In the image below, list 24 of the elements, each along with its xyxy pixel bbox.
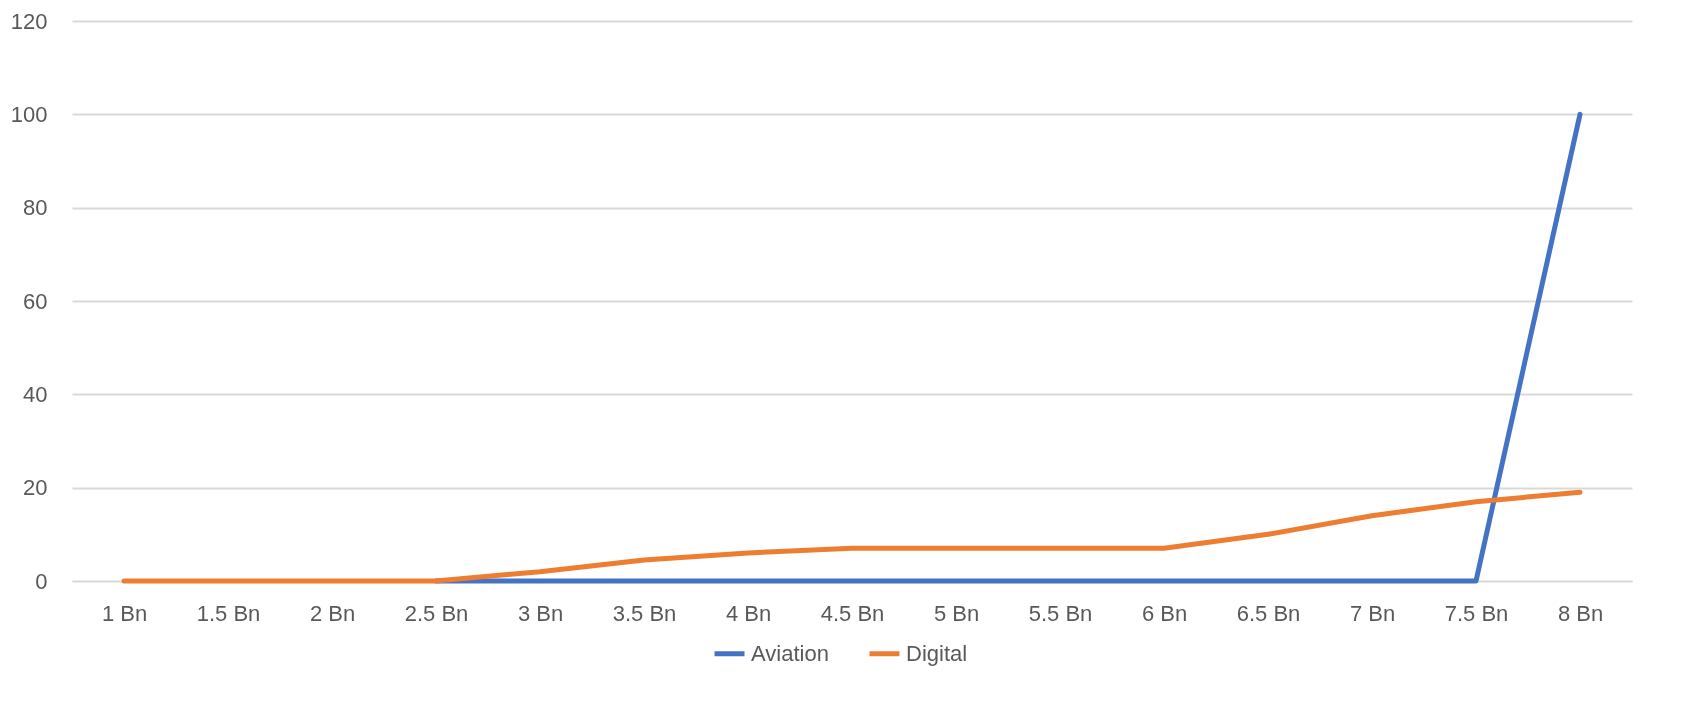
x-tick-label: 7.5 Bn bbox=[1444, 600, 1509, 626]
x-tick-label: 5 Bn bbox=[933, 600, 980, 626]
y-tick-label: 40 bbox=[23, 381, 48, 407]
x-tick-label: 1.5 Bn bbox=[196, 600, 261, 626]
x-tick-label: 6.5 Bn bbox=[1236, 600, 1301, 626]
y-tick-label: 20 bbox=[23, 475, 48, 501]
y-tick-label: 80 bbox=[23, 195, 48, 221]
y-tick-label: 100 bbox=[10, 101, 48, 127]
x-tick-label: 6 Bn bbox=[1141, 600, 1188, 626]
x-tick-label: 3 Bn bbox=[517, 600, 564, 626]
y-tick-label: 120 bbox=[10, 8, 48, 34]
x-tick-label: 2.5 Bn bbox=[404, 600, 469, 626]
y-tick-label: 0 bbox=[35, 568, 48, 594]
x-tick-label: 4 Bn bbox=[725, 600, 772, 626]
x-tick-label: 5.5 Bn bbox=[1028, 600, 1093, 626]
x-tick-label: 4.5 Bn bbox=[820, 600, 885, 626]
x-tick-label: 1 Bn bbox=[101, 600, 148, 626]
legend-label: Digital bbox=[906, 640, 968, 666]
x-tick-label: 8 Bn bbox=[1557, 600, 1604, 626]
x-tick-label: 3.5 Bn bbox=[612, 600, 677, 626]
legend-label: Aviation bbox=[751, 640, 829, 666]
y-tick-label: 60 bbox=[23, 288, 48, 314]
x-tick-label: 7 Bn bbox=[1349, 600, 1396, 626]
x-tick-label: 2 Bn bbox=[309, 600, 356, 626]
